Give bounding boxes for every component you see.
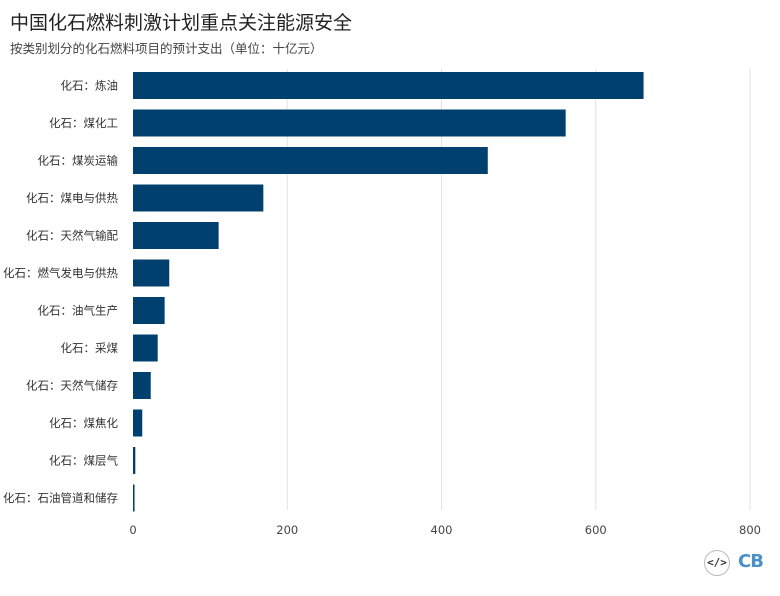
x-tick-label: 0 [129,523,136,537]
bar[interactable] [133,484,135,512]
bar[interactable] [133,147,488,174]
bar[interactable] [133,72,644,99]
category-label: 化石：煤化工 [49,116,118,130]
category-label: 化石：采煤 [61,341,119,355]
bar[interactable] [133,372,151,399]
chart-subtitle: 按类别划分的化石燃料项目的预计支出（单位：十亿元） [10,41,323,56]
x-axis-tick-labels: 0 200 400 600 800 [129,523,761,537]
code-embed-icon: </> [707,556,727,569]
category-label: 化石：天然气输配 [26,229,118,243]
bar[interactable] [133,109,566,137]
bar[interactable] [133,184,264,212]
category-label: 化石：石油管道和储存 [3,491,118,505]
category-label: 化石：煤焦化 [49,416,118,430]
category-labels: 化石：炼油化石：煤化工化石：煤炭运输化石：煤电与供热化石：天然气输配化石：燃气发… [3,79,118,506]
x-tick-label: 200 [276,523,298,537]
embed-code-button[interactable]: </> [704,550,730,576]
bar[interactable] [133,409,143,437]
chart-title: 中国化石燃料刺激计划重点关注能源安全 [10,12,353,34]
category-label: 化石：煤电与供热 [26,191,118,205]
x-tick-label: 800 [739,523,761,537]
bar[interactable] [133,334,158,362]
bars [133,72,644,512]
category-label: 化石：天然气储存 [26,379,118,393]
bar[interactable] [133,259,170,287]
category-label: 化石：煤层气 [49,454,118,468]
carbon-brief-logo: CB [738,551,764,572]
x-tick-label: 600 [585,523,607,537]
category-label: 化石：燃气发电与供热 [3,266,118,280]
category-label: 化石：煤炭运输 [38,154,119,168]
x-tick-label: 400 [431,523,453,537]
bar[interactable] [133,447,136,474]
bar[interactable] [133,297,165,324]
grid-lines [286,69,751,510]
bar[interactable] [133,222,219,249]
category-label: 化石：油气生产 [38,304,119,318]
category-label: 化石：炼油 [61,79,119,93]
